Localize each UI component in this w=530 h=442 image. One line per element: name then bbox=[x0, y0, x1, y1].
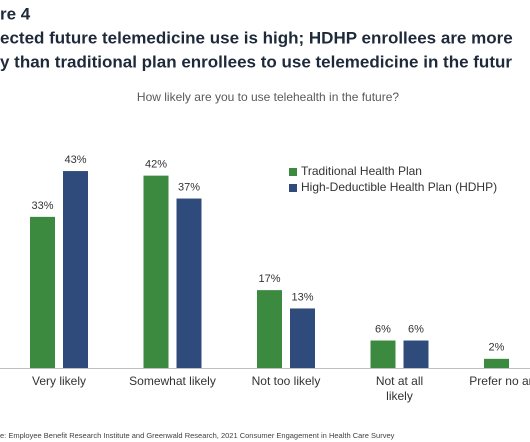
chart-subtitle: How likely are you to use telehealth in … bbox=[137, 90, 399, 104]
label-line: Not at all bbox=[376, 374, 423, 388]
bar bbox=[63, 171, 88, 368]
label-line: likely bbox=[386, 389, 413, 403]
x-tick-label: Very likely bbox=[32, 374, 86, 388]
source: e: Employee Benefit Research Institute a… bbox=[0, 431, 395, 440]
bar bbox=[484, 358, 509, 368]
legend-swatch bbox=[289, 168, 297, 176]
value-label: 42% bbox=[145, 159, 167, 171]
bar bbox=[257, 290, 282, 368]
x-tick-label: Prefer no answe bbox=[469, 374, 530, 388]
bar bbox=[290, 308, 315, 368]
value-label: 17% bbox=[258, 273, 280, 285]
value-label: 37% bbox=[178, 181, 200, 193]
x-tick-label: Not at all likely bbox=[376, 374, 423, 403]
legend-swatch bbox=[289, 184, 297, 192]
bar bbox=[30, 216, 55, 368]
bar bbox=[403, 340, 429, 368]
legend-label: High-Deductible Health Plan (HDHP) bbox=[301, 180, 497, 194]
value-label: 13% bbox=[291, 291, 313, 303]
value-label: 43% bbox=[64, 154, 86, 166]
bar bbox=[176, 198, 202, 368]
value-label: 6% bbox=[375, 323, 391, 335]
chart-title: re 4 bbox=[0, 4, 31, 23]
chart-title: ected future telemedicine use is high; H… bbox=[0, 28, 513, 47]
x-tick-label: Somewhat likely bbox=[129, 374, 216, 388]
bar bbox=[143, 175, 169, 368]
bar bbox=[370, 340, 396, 368]
value-label: 2% bbox=[489, 342, 505, 354]
value-label: 33% bbox=[31, 200, 53, 212]
legend-label: Traditional Health Plan bbox=[301, 164, 422, 178]
chart-title: y than traditional plan enrollees to use… bbox=[0, 52, 512, 71]
x-tick-label: Not too likely bbox=[252, 374, 321, 388]
value-label: 6% bbox=[408, 323, 424, 335]
